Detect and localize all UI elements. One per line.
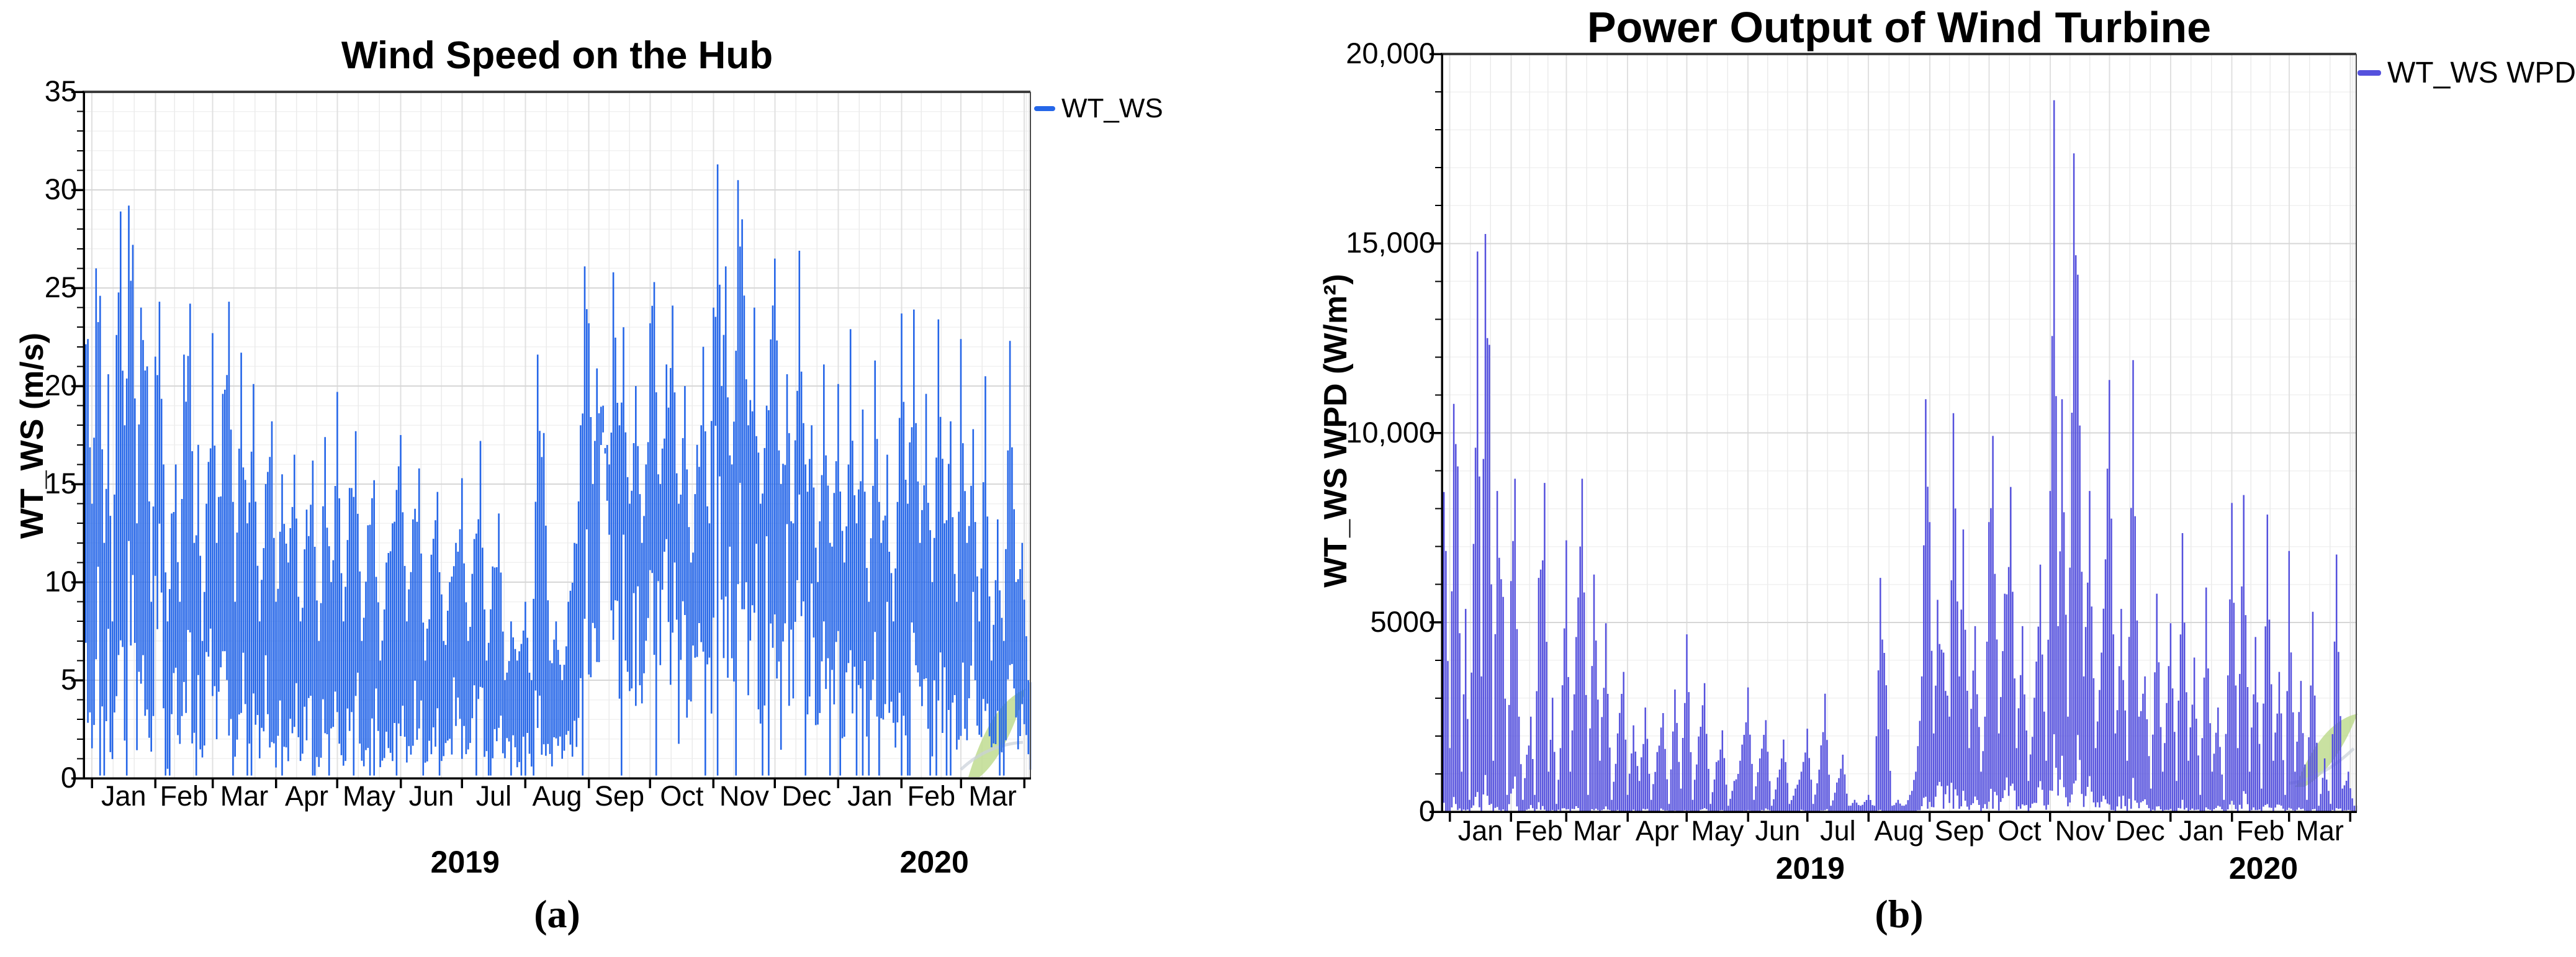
y-tick-label: 0 [60,761,77,794]
x-month-label: Mar [968,780,1017,812]
legend-line-swatch [1034,106,1055,111]
panel-b-graphics [1430,53,2358,822]
x-month-label: Sep [1934,815,1984,847]
series-wt-ws [83,164,1032,776]
y-tick-label: 15,000 [1346,226,1435,259]
y-tick-label: 5000 [1370,604,1435,638]
x-year-label: 2020 [2228,851,2299,886]
plot-frame [1441,53,2357,813]
x-month-label: Mar [220,780,269,812]
y-tick-label: 0 [1418,794,1435,827]
x-month-label: Feb [160,780,209,812]
chart-a-title: Wind Speed on the Hub [341,34,773,77]
x-month-label: Aug [1874,815,1924,847]
y-tick-label: 5 [60,663,77,696]
chart-b-title: Power Output of Wind Turbine [1587,3,2212,52]
axis-ticks [1430,53,2352,822]
plot-frame [83,91,1031,780]
x-month-label: Jun [1755,815,1801,847]
legend-series-label: WT_WS [1061,93,1163,124]
x-month-label: Nov [719,780,769,812]
x-month-label: Jun [408,780,454,812]
x-month-label: May [1691,815,1744,847]
legend-line-swatch [2358,70,2381,76]
x-month-label: Jul [1820,815,1856,847]
x-month-label: Apr [1635,815,1679,847]
y-tick-label: 20 [44,369,77,402]
x-year-label: 2019 [430,845,500,879]
y-tick-label: 30 [44,173,77,205]
axis-ticks [71,91,1025,788]
x-month-label: Aug [532,780,582,812]
x-month-label: Sep [594,780,644,812]
y-tick-label: 15 [44,467,77,500]
y-tick-label: 10,000 [1346,415,1435,449]
x-month-label: Jan [1457,815,1503,847]
x-month-label: Jan [2178,815,2224,847]
y-tick-label: 35 [44,74,77,107]
panel-b-caption: (b) [1875,892,1924,936]
series-wt-ws-wpd [1441,100,2358,812]
panel-a-caption: (a) [534,892,580,936]
x-month-label: May [342,780,395,812]
x-month-label: Nov [2055,815,2105,847]
x-month-label: Feb [1515,815,1563,847]
x-month-label: Oct [660,780,704,812]
x-month-label: Jul [475,780,512,812]
chart-a-y-axis-label: WT_WS (m/s) [14,332,50,539]
panel-a-graphics [71,91,1032,788]
x-month-label: Dec [781,780,832,812]
x-month-label: Feb [907,780,956,812]
x-year-label: 2020 [899,845,969,879]
chart-a-legend: WT_WS [1034,93,1163,124]
x-month-label: Feb [2236,815,2285,847]
x-month-label: Dec [2115,815,2165,847]
x-month-label: Mar [2295,815,2344,847]
x-month-label: Oct [1997,815,2042,847]
x-month-label: Jan [847,780,893,812]
y-tick-label: 25 [44,271,77,303]
y-tick-label: 20,000 [1346,37,1435,70]
x-month-label: Mar [1572,815,1621,847]
x-month-label: Apr [285,780,329,812]
y-tick-label: 10 [44,565,77,598]
x-month-label: Jan [101,780,146,812]
x-year-label: 2019 [1775,851,1845,886]
legend-series-label: WT_WS WPD [2387,56,2576,89]
watermark-arc [960,740,1024,771]
chart-b-legend: WT_WS WPD [2358,56,2576,90]
